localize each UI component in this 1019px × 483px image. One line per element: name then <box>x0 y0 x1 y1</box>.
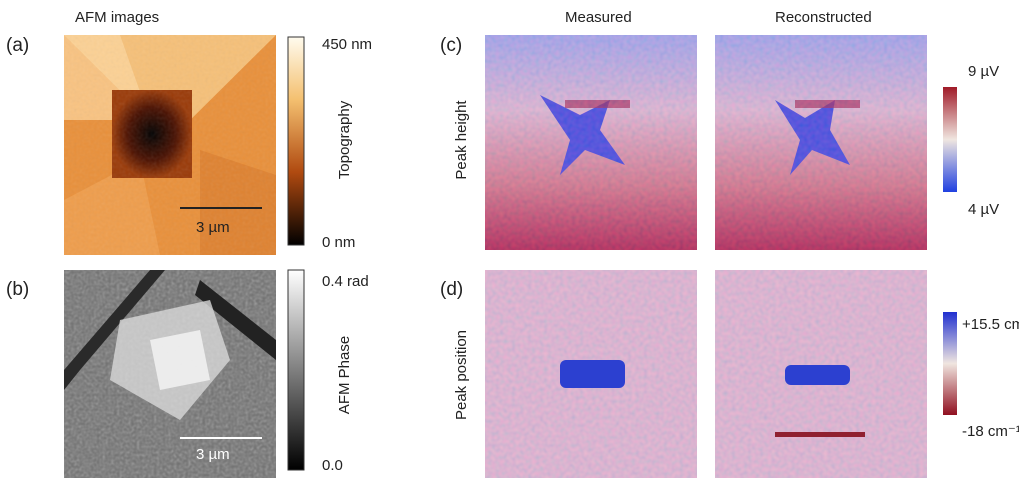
colorbar-title: AFM Phase <box>336 336 353 414</box>
panel-label: (b) <box>6 279 29 300</box>
phase-image <box>64 270 276 478</box>
colorbar <box>943 87 957 192</box>
panel-label: (c) <box>440 35 462 56</box>
peak-position-reconstructed <box>715 270 927 478</box>
colorbar-min: 0 nm <box>322 234 355 251</box>
col-title: Reconstructed <box>775 9 872 26</box>
colorbar <box>287 269 305 471</box>
row-title: Peak position <box>453 330 470 420</box>
panel-label: (a) <box>6 35 29 56</box>
colorbar-min: -18 cm⁻¹ <box>962 423 1019 440</box>
colorbar-max: +15.5 cm⁻¹ <box>962 316 1019 333</box>
colorbar-title: Topography <box>336 100 353 179</box>
colorbar-min: 4 µV <box>968 201 999 218</box>
colorbar <box>287 36 305 246</box>
scale-bar-label: 3 µm <box>196 219 230 236</box>
peak-height-measured <box>485 35 697 250</box>
scale-bar-label: 3 µm <box>196 446 230 463</box>
topography-image <box>64 35 276 255</box>
peak-position-measured <box>485 270 697 478</box>
col-title: Measured <box>565 9 632 26</box>
colorbar <box>943 312 957 415</box>
panel-label: (d) <box>440 279 463 300</box>
colorbar-max: 0.4 rad <box>322 273 369 290</box>
peak-height-reconstructed <box>715 35 927 250</box>
row-title: Peak height <box>453 100 470 180</box>
colorbar-max: 9 µV <box>968 63 999 80</box>
afm-title: AFM images <box>75 9 159 26</box>
colorbar-max: 450 nm <box>322 36 372 53</box>
colorbar-min: 0.0 <box>322 457 343 474</box>
